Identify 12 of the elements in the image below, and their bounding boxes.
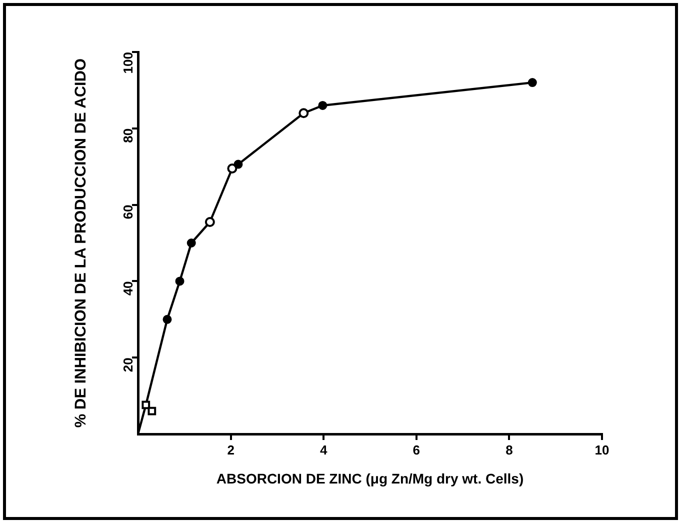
y-tick-label: 100 <box>120 52 136 74</box>
x-tick-label: 2 <box>227 442 234 458</box>
y-tick-label: 60 <box>120 204 136 220</box>
x-axis-title: ABSORCION DE ZINC (μg Zn/Mg dry wt. Cells) <box>216 470 524 486</box>
y-tick-label: 80 <box>120 128 136 143</box>
y-tick-label: 40 <box>120 281 136 296</box>
x-tick-label: 8 <box>506 442 513 458</box>
y-axis-title: % DE INHIBICION DE LA PRODUCCION DE ACIDO <box>72 58 90 428</box>
y-tick-label: 20 <box>120 358 136 372</box>
x-tick-label: 10 <box>594 442 610 458</box>
x-tick-label: 6 <box>412 442 420 458</box>
x-tick-label: 4 <box>320 442 328 458</box>
